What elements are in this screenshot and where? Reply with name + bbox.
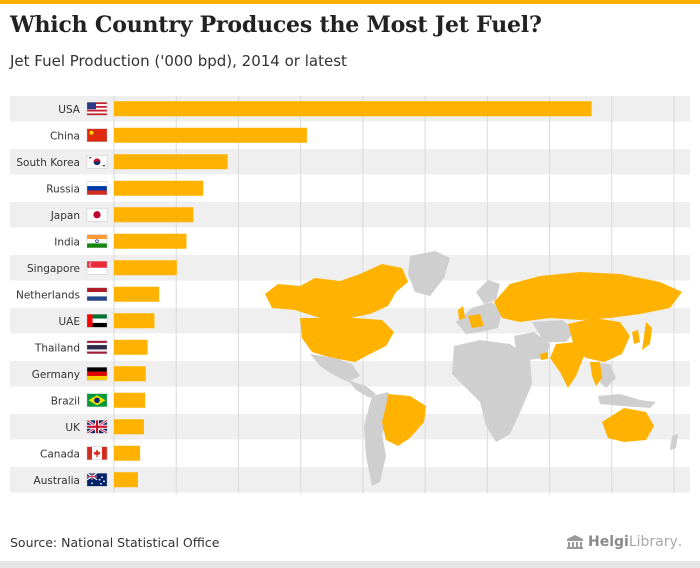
category-label-brazil: Brazil bbox=[51, 395, 80, 407]
bar-south-korea bbox=[114, 154, 228, 170]
bar-germany bbox=[114, 366, 146, 382]
row-stripe bbox=[10, 202, 690, 228]
map-brazil bbox=[382, 394, 426, 446]
japan-flag-icon bbox=[86, 208, 108, 222]
india-flag-icon bbox=[86, 234, 108, 248]
bar-india bbox=[114, 233, 187, 249]
brazil-flag-icon bbox=[86, 393, 108, 407]
map-greenland bbox=[408, 251, 450, 296]
bar-thailand bbox=[114, 339, 148, 355]
map-mexico bbox=[310, 354, 360, 382]
bar-russia bbox=[114, 180, 204, 196]
russia-flag-icon bbox=[86, 181, 108, 195]
map-china bbox=[568, 318, 630, 362]
bar-singapore bbox=[114, 260, 177, 276]
source-note: Source: National Statistical Office bbox=[10, 535, 220, 550]
uae-flag-icon bbox=[86, 314, 108, 328]
logo-text-dot: . bbox=[677, 534, 683, 550]
map-canada bbox=[265, 264, 408, 318]
singapore-flag-icon bbox=[86, 261, 108, 275]
world-map bbox=[265, 251, 682, 486]
map-scandinavia bbox=[476, 280, 500, 304]
category-label-china: China bbox=[50, 130, 80, 142]
map-africa bbox=[452, 340, 532, 442]
category-label-uae: UAE bbox=[58, 316, 80, 328]
bar-brazil bbox=[114, 392, 146, 408]
map-australia bbox=[602, 408, 654, 442]
map-uae bbox=[540, 352, 548, 360]
map-new-zealand bbox=[670, 434, 678, 450]
australia-flag-icon bbox=[86, 472, 108, 487]
map-uk bbox=[458, 306, 465, 320]
map-japan bbox=[642, 322, 652, 350]
category-label-canada: Canada bbox=[40, 448, 80, 460]
map-india bbox=[550, 342, 584, 388]
category-label-usa: USA bbox=[58, 104, 81, 116]
bar-uae bbox=[114, 313, 155, 329]
map-russia bbox=[494, 272, 682, 322]
uk-flag-icon bbox=[86, 419, 108, 435]
bar-china bbox=[114, 127, 307, 143]
bar-netherlands bbox=[114, 286, 160, 302]
canada-flag-icon bbox=[86, 446, 108, 460]
category-label-germany: Germany bbox=[32, 369, 80, 381]
bar-chart: USA China South Korea Russia Japan India Singa… bbox=[10, 96, 690, 494]
category-label-singapore: Singapore bbox=[27, 263, 80, 275]
chart-subtitle: Jet Fuel Production ('000 bpd), 2014 or … bbox=[10, 52, 347, 70]
row-stripe bbox=[10, 414, 690, 440]
category-label-thailand: Thailand bbox=[34, 342, 80, 354]
category-label-netherlands: Netherlands bbox=[16, 289, 80, 301]
usa-flag-icon bbox=[86, 102, 108, 116]
bar-usa bbox=[114, 101, 592, 117]
map-usa bbox=[300, 318, 394, 362]
category-label-russia: Russia bbox=[46, 183, 80, 195]
thailand-flag-icon bbox=[86, 340, 108, 354]
map-central-asia bbox=[532, 320, 576, 342]
category-label-australia: Australia bbox=[34, 475, 80, 487]
bar-uk bbox=[114, 419, 144, 435]
row-stripe bbox=[10, 149, 690, 175]
row-stripe bbox=[10, 467, 690, 493]
bar-australia bbox=[114, 472, 138, 488]
category-label-uk: UK bbox=[65, 422, 81, 434]
logo-text-library: Library bbox=[628, 534, 678, 550]
map-korea bbox=[632, 330, 640, 344]
germany-flag-icon bbox=[86, 367, 108, 381]
bar-canada bbox=[114, 445, 141, 461]
china-flag-icon bbox=[86, 128, 108, 142]
netherlands-flag-icon bbox=[86, 287, 108, 301]
south-korea-flag-icon bbox=[86, 155, 108, 169]
map-netherlands-germany bbox=[468, 314, 484, 328]
map-middle-east bbox=[514, 332, 550, 360]
helgilibrary-logo: Helgi Library. bbox=[566, 534, 682, 550]
map-thailand bbox=[590, 362, 602, 386]
library-building-icon bbox=[567, 535, 583, 549]
bar-japan bbox=[114, 207, 194, 223]
category-label-south-korea: South Korea bbox=[16, 157, 80, 169]
category-label-japan: Japan bbox=[50, 210, 80, 222]
bottom-bar bbox=[0, 561, 700, 568]
category-label-india: India bbox=[54, 236, 80, 248]
chart-title: Which Country Produces the Most Jet Fuel… bbox=[10, 12, 542, 38]
logo-text-helgi: Helgi bbox=[588, 534, 629, 550]
map-indonesia bbox=[598, 394, 656, 408]
map-central-america bbox=[348, 380, 376, 398]
top-accent-bar bbox=[0, 0, 700, 4]
